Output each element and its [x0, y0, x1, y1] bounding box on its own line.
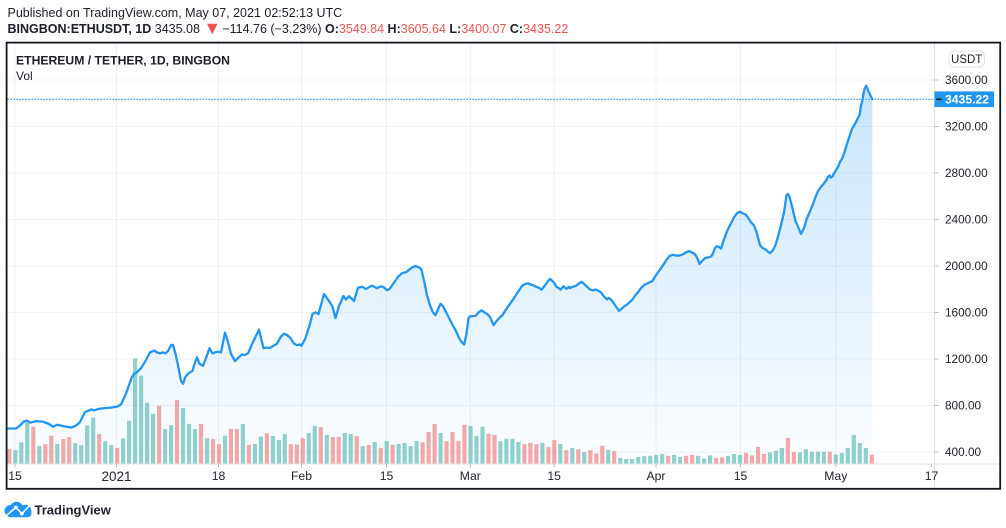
svg-text:3600.00: 3600.00 [945, 73, 988, 87]
svg-text:18: 18 [212, 469, 226, 483]
svg-text:USDT: USDT [951, 54, 982, 66]
svg-text:May: May [824, 469, 848, 483]
svg-text:BINGBON:ETHUSDT, 1D 3435.08 ▼: BINGBON:ETHUSDT, 1D 3435.08 ▼ −114.76 (−… [8, 18, 569, 38]
svg-text:TradingView: TradingView [35, 503, 112, 518]
svg-text:800.00: 800.00 [945, 398, 982, 412]
svg-text:3200.00: 3200.00 [945, 119, 988, 133]
svg-text:Feb: Feb [291, 469, 312, 483]
svg-text:Apr: Apr [647, 469, 666, 483]
svg-text:Published on TradingView.com,: Published on TradingView.com, May 07, 20… [8, 6, 343, 20]
svg-text:1600.00: 1600.00 [945, 305, 988, 319]
svg-text:3435.22: 3435.22 [945, 93, 989, 107]
svg-text:1200.00: 1200.00 [945, 352, 988, 366]
svg-text:2400.00: 2400.00 [945, 212, 988, 226]
svg-text:17: 17 [925, 469, 939, 483]
svg-text:15: 15 [547, 469, 561, 483]
svg-text:Vol: Vol [16, 69, 33, 83]
svg-text:2000.00: 2000.00 [945, 259, 988, 273]
svg-text:15: 15 [380, 469, 394, 483]
svg-text:ETHEREUM / TETHER, 1D, BINGBON: ETHEREUM / TETHER, 1D, BINGBON [16, 53, 230, 67]
svg-text:Mar: Mar [460, 469, 481, 483]
svg-text:400.00: 400.00 [945, 445, 982, 459]
svg-text:2800.00: 2800.00 [945, 166, 988, 180]
svg-text:2021: 2021 [101, 469, 131, 484]
svg-text:15: 15 [734, 469, 748, 483]
svg-text:15: 15 [8, 469, 22, 483]
